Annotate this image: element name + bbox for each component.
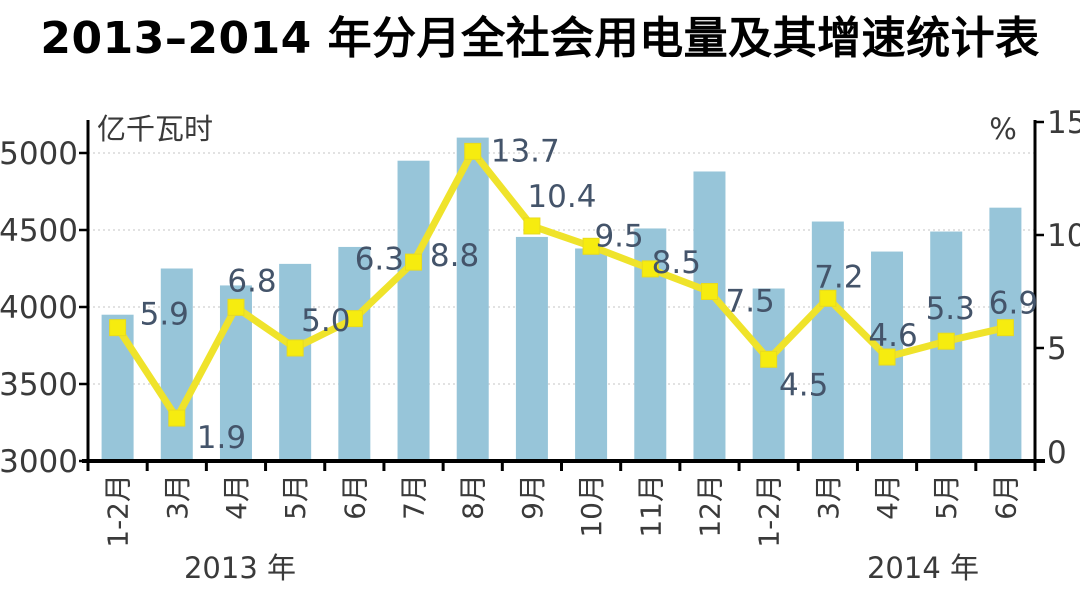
left-axis-unit-label: 亿千瓦时 bbox=[97, 112, 213, 146]
category-label: 6月 bbox=[338, 474, 371, 520]
category-label: 5月 bbox=[279, 474, 312, 520]
category-label: 3月 bbox=[161, 474, 194, 520]
category-label: 1-2月 bbox=[102, 474, 135, 548]
bar-consumption bbox=[456, 137, 489, 461]
category-label: 3月 bbox=[812, 474, 845, 520]
growth-marker bbox=[819, 289, 837, 307]
category-label: 5月 bbox=[930, 474, 963, 520]
category-label: 10月 bbox=[575, 474, 608, 538]
bar-consumption bbox=[160, 268, 193, 461]
growth-data-label: 1.9 bbox=[197, 420, 246, 456]
year-label: 2014 年 bbox=[867, 551, 979, 585]
category-label: 4月 bbox=[220, 474, 253, 520]
year-label: 2013 年 bbox=[184, 551, 296, 585]
category-label: 4月 bbox=[871, 474, 904, 520]
right-axis-tick-label: 0 bbox=[1047, 435, 1067, 471]
right-axis-tick-label: 5 bbox=[1047, 331, 1067, 367]
growth-data-label: 8.5 bbox=[652, 245, 701, 281]
category-label: 9月 bbox=[516, 474, 549, 520]
bar-consumption bbox=[575, 248, 608, 461]
growth-marker bbox=[760, 350, 778, 368]
growth-marker bbox=[937, 332, 955, 350]
right-axis-unit-label: % bbox=[989, 112, 1017, 146]
growth-marker bbox=[996, 319, 1014, 337]
growth-marker bbox=[345, 310, 363, 328]
growth-data-label: 13.7 bbox=[491, 133, 560, 169]
left-axis-tick-label: 3000 bbox=[0, 444, 78, 480]
right-axis-tick-label: 10 bbox=[1047, 218, 1080, 254]
category-label: 8月 bbox=[457, 474, 490, 520]
bar-consumption bbox=[338, 246, 371, 461]
growth-marker bbox=[641, 260, 659, 278]
growth-marker bbox=[405, 253, 423, 271]
left-axis-tick-label: 5000 bbox=[0, 136, 78, 172]
growth-data-label: 4.5 bbox=[779, 367, 828, 403]
growth-marker bbox=[464, 142, 482, 160]
growth-data-label: 6.9 bbox=[989, 286, 1038, 322]
chart-title: 2013–2014 年分月全社会用电量及其增速统计表 bbox=[40, 13, 1040, 64]
left-axis-tick-label: 4000 bbox=[0, 290, 78, 326]
growth-marker bbox=[227, 298, 245, 316]
bar-consumption bbox=[515, 236, 548, 461]
right-axis-tick-label: 15 bbox=[1047, 105, 1080, 141]
growth-data-label: 5.3 bbox=[926, 291, 975, 327]
growth-marker bbox=[878, 348, 896, 366]
left-axis-tick-label: 4500 bbox=[0, 213, 78, 249]
bar-consumption bbox=[101, 314, 134, 461]
bar-consumption bbox=[752, 288, 785, 461]
growth-marker bbox=[700, 283, 718, 300]
growth-marker bbox=[109, 319, 127, 337]
bar-consumption bbox=[811, 221, 844, 461]
growth-data-label: 7.2 bbox=[814, 259, 863, 295]
growth-data-label: 4.6 bbox=[868, 318, 917, 354]
category-label: 7月 bbox=[398, 474, 431, 520]
growth-marker bbox=[523, 217, 541, 235]
bar-consumption bbox=[279, 263, 312, 461]
category-label: 11月 bbox=[634, 474, 667, 538]
category-label: 6月 bbox=[989, 474, 1022, 520]
growth-data-label: 6.8 bbox=[227, 263, 276, 299]
growth-line bbox=[114, 147, 1009, 422]
growth-data-label: 5.0 bbox=[301, 303, 350, 339]
growth-data-label: 6.3 bbox=[355, 242, 404, 278]
category-label: 1-2月 bbox=[753, 474, 786, 548]
growth-data-label: 7.5 bbox=[725, 284, 774, 320]
bar-consumption bbox=[693, 171, 726, 462]
growth-marker bbox=[168, 409, 186, 427]
growth-marker bbox=[286, 339, 304, 357]
growth-data-label: 9.5 bbox=[594, 218, 643, 254]
category-label: 12月 bbox=[693, 474, 726, 538]
growth-data-label: 10.4 bbox=[527, 179, 596, 215]
bar-consumption bbox=[397, 160, 430, 461]
growth-marker bbox=[582, 237, 600, 255]
left-axis-tick-label: 3500 bbox=[0, 367, 78, 403]
growth-data-label: 8.8 bbox=[430, 238, 479, 274]
growth-data-label: 5.9 bbox=[140, 297, 189, 333]
